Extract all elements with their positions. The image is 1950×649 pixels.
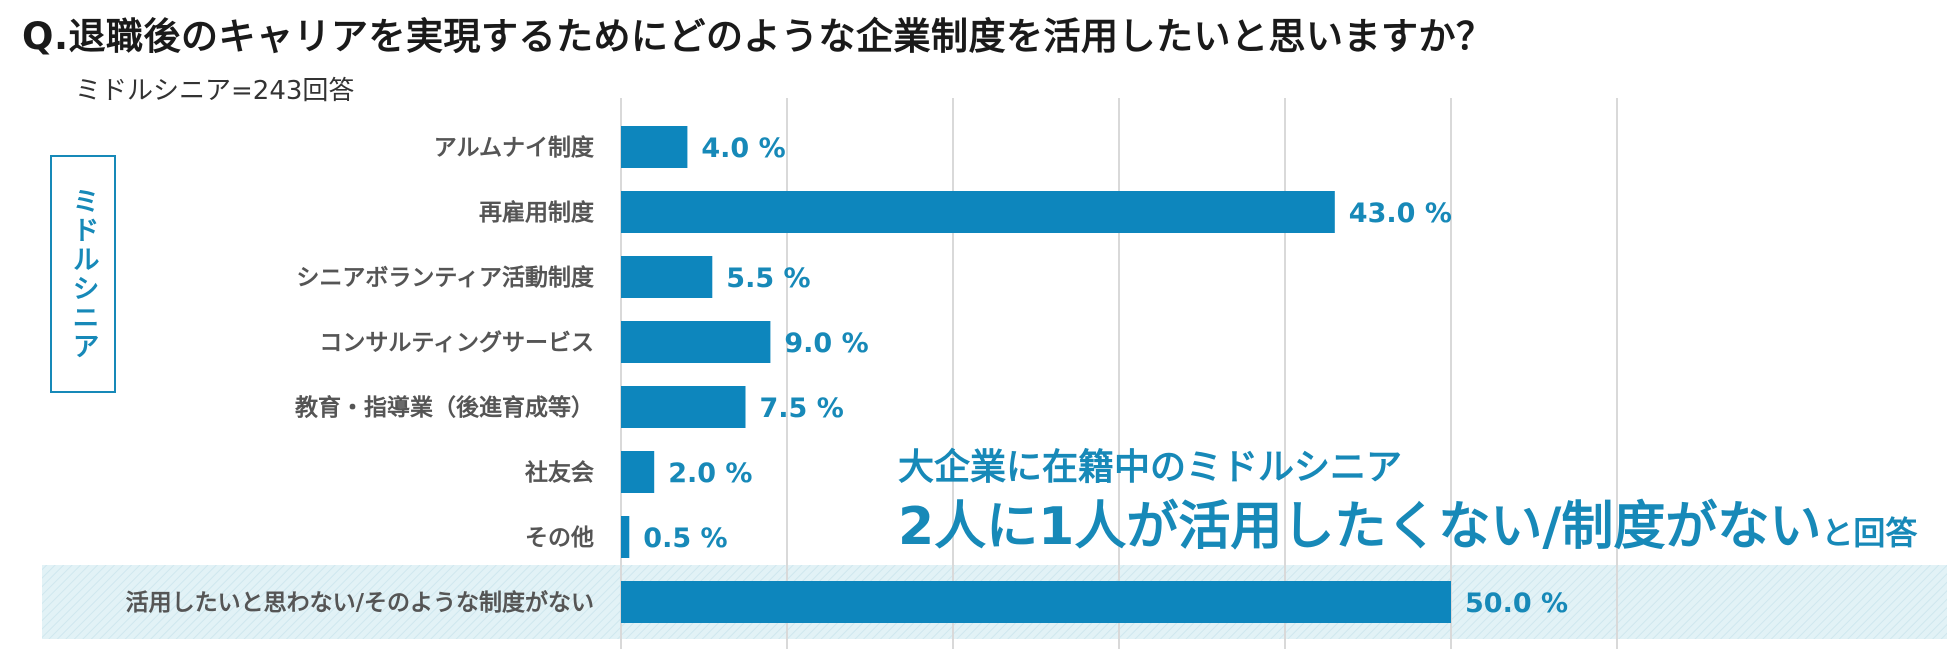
bar <box>621 386 746 428</box>
callout-suffix-text: と回答 <box>1821 514 1918 552</box>
chart-subtitle: ミドルシニア=243回答 <box>75 76 355 106</box>
category-label: アルムナイ制度 <box>434 134 595 161</box>
group-label-box: ミドルシニア <box>50 155 116 393</box>
callout-main-text: 2人に1人が活用したくない/制度がない <box>898 497 1822 557</box>
category-label: その他 <box>525 525 594 551</box>
value-label: 43.0 % <box>1349 198 1452 229</box>
callout-line1: 大企業に在籍中のミドルシニア <box>898 447 1403 488</box>
bar <box>621 126 688 168</box>
value-label: 9.0 % <box>784 328 868 359</box>
category-label: 教育・指導業（後進育成等） <box>295 394 594 421</box>
value-label: 50.0 % <box>1465 588 1568 619</box>
bar <box>621 321 771 363</box>
category-label: シニアボランティア活動制度 <box>296 264 595 291</box>
value-label: 7.5 % <box>760 393 844 424</box>
bar <box>621 256 713 298</box>
category-label: 社友会 <box>525 459 594 486</box>
value-label: 4.0 % <box>701 133 785 164</box>
bar <box>621 451 655 493</box>
value-label: 5.5 % <box>726 263 810 294</box>
value-label: 2.0 % <box>668 458 752 489</box>
bar <box>621 516 630 558</box>
callout-line2: 2人に1人が活用したくない/制度がないと回答 <box>898 484 1917 559</box>
category-label: 活用したいと思わない/そのような制度がない <box>126 589 594 616</box>
group-label: ミドルシニア <box>67 187 99 361</box>
category-label: コンサルティングサービス <box>319 329 594 356</box>
category-label: 再雇用制度 <box>479 199 595 226</box>
bar <box>621 191 1335 233</box>
value-label: 0.5 % <box>643 523 727 554</box>
bar <box>621 581 1451 623</box>
chart-title: Q.退職後のキャリアを実現するためにどのような企業制度を活用したいと思いますか？ <box>22 15 1494 58</box>
